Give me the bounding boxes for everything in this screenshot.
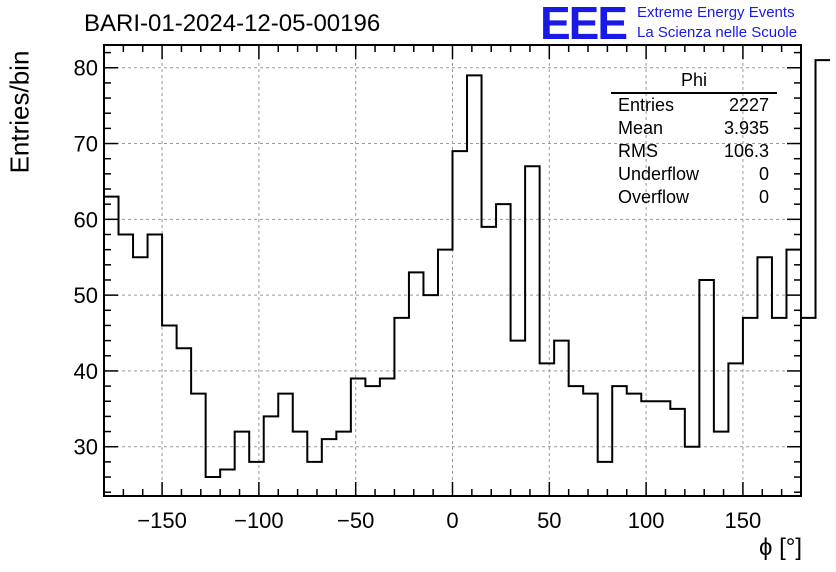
x-tick-label: −150 xyxy=(137,508,187,533)
stats-title: Phi xyxy=(611,70,777,94)
x-tick-label: 100 xyxy=(628,508,665,533)
stats-label: Overflow xyxy=(618,187,690,207)
stats-row-entries: Entries 2227 xyxy=(611,94,777,117)
stats-value: 2227 xyxy=(728,95,769,115)
stats-row-underflow: Underflow 0 xyxy=(611,163,777,186)
stats-value: 0 xyxy=(758,187,769,207)
axis-ticks xyxy=(103,45,802,496)
stats-row-overflow: Overflow 0 xyxy=(611,186,777,209)
x-axis-label: ϕ [°] xyxy=(758,534,802,561)
y-axis-label: Entries/bin xyxy=(4,50,35,174)
chart-title: BARI-01-2024-12-05-00196 xyxy=(84,10,381,37)
stats-label: Entries xyxy=(618,95,675,115)
histogram-series xyxy=(104,59,831,479)
x-tick-label: 150 xyxy=(725,508,762,533)
y-tick-label: 50 xyxy=(74,283,98,308)
eee-logo: EEE xyxy=(540,0,628,49)
logo-text-line1: Extreme Energy Events xyxy=(637,4,795,21)
stats-row-rms: RMS 106.3 xyxy=(611,140,777,163)
x-tick-label: 50 xyxy=(537,508,561,533)
y-tick-label: 40 xyxy=(74,359,98,384)
y-tick-label: 60 xyxy=(74,207,98,232)
x-tick-label: −100 xyxy=(234,508,284,533)
stats-value: 106.3 xyxy=(723,141,769,161)
y-tick-label: 70 xyxy=(74,132,98,157)
stats-row-mean: Mean 3.935 xyxy=(611,117,777,140)
y-tick-label: 80 xyxy=(74,56,98,81)
logo-text-line2: La Scienza nelle Scuole xyxy=(637,24,798,41)
stats-value: 0 xyxy=(758,164,769,184)
stats-label: Underflow xyxy=(618,164,700,184)
tick-labels: −150 −100 −50 0 50 100 150 30 40 50 60 70 80 xyxy=(74,56,762,533)
stats-label: RMS xyxy=(618,141,658,161)
stats-box: Phi Entries 2227 Mean 3.935 RMS 106.3 Un… xyxy=(611,70,777,209)
y-tick-label: 30 xyxy=(74,435,98,460)
stats-value: 3.935 xyxy=(723,118,769,138)
x-tick-label: −50 xyxy=(337,508,374,533)
x-tick-label: 0 xyxy=(446,508,458,533)
stats-label: Mean xyxy=(618,118,664,138)
